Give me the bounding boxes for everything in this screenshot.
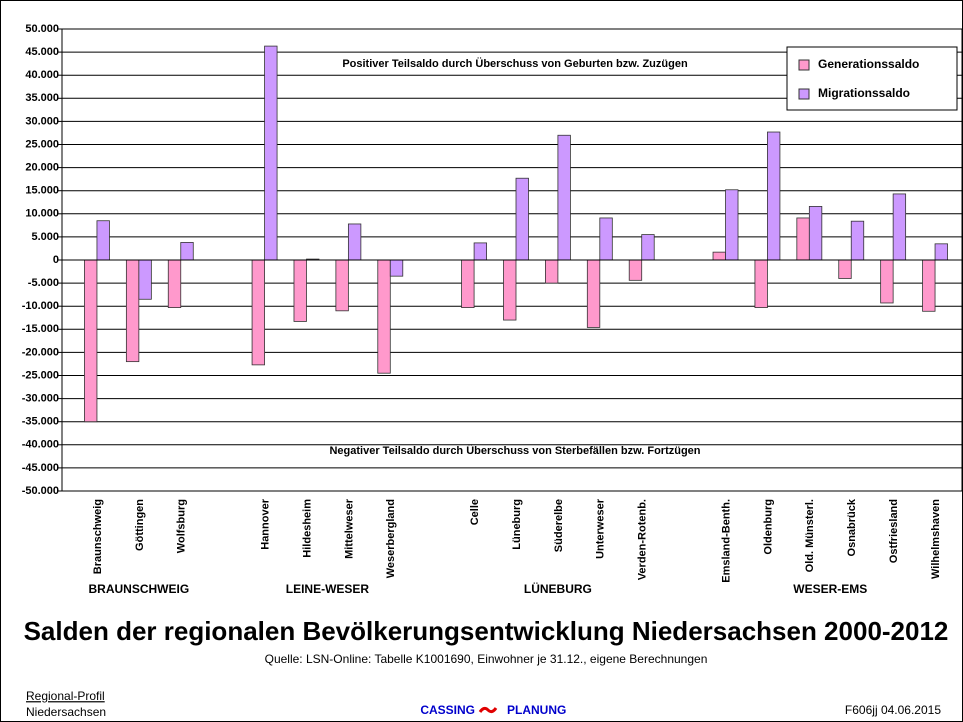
bar xyxy=(754,259,768,308)
region-label: LEINE-WESER xyxy=(286,582,370,596)
x-tick-label: Lüneburg xyxy=(511,499,523,550)
x-tick-label: Celle xyxy=(469,499,481,525)
y-tick-label: -50.000 xyxy=(22,485,59,497)
x-tick-label: Hannover xyxy=(259,498,271,549)
x-tick-label: Wilhelmshaven xyxy=(930,499,942,579)
y-tick-label: -30.000 xyxy=(22,393,59,405)
bar xyxy=(461,259,475,308)
y-tick-label: -15.000 xyxy=(22,323,59,335)
bar xyxy=(892,193,907,261)
bar xyxy=(796,217,810,261)
bar xyxy=(84,259,98,423)
legend-swatch xyxy=(798,59,810,71)
y-tick-label: 5.000 xyxy=(31,231,59,243)
bar xyxy=(251,259,265,366)
region-label: WESER-EMS xyxy=(793,582,867,596)
y-tick-label: 35.000 xyxy=(25,92,59,104)
region-label: BRAUNSCHWEIG xyxy=(89,582,190,596)
footer-text: F606jj 04.06.2015 xyxy=(845,703,941,717)
bar xyxy=(167,259,182,308)
bar xyxy=(586,259,601,328)
y-tick-label: 20.000 xyxy=(25,162,59,174)
bar xyxy=(808,206,823,261)
x-tick-label: Verden-Rotenb. xyxy=(637,499,649,580)
bar xyxy=(934,243,948,261)
brand: PLANUNG xyxy=(507,703,566,717)
y-tick-label: -25.000 xyxy=(22,369,59,381)
x-tick-label: Old. Münsterl. xyxy=(804,499,816,572)
x-tick-label: Unterweser xyxy=(595,498,607,559)
y-tick-label: -20.000 xyxy=(22,346,59,358)
x-tick-label: Hildesheim xyxy=(301,499,313,558)
footer-text: Niedersachsen xyxy=(26,705,106,719)
y-tick-label: 50.000 xyxy=(25,23,59,35)
y-tick-label: -45.000 xyxy=(22,462,59,474)
bar xyxy=(377,259,391,374)
y-tick-label: -35.000 xyxy=(22,416,59,428)
bar xyxy=(389,259,404,277)
bar xyxy=(473,242,487,261)
legend-label: Generationssaldo xyxy=(818,57,919,71)
y-tick-label: -40.000 xyxy=(22,439,59,451)
brand: CASSING xyxy=(420,703,475,717)
bar xyxy=(503,259,517,321)
bar xyxy=(850,220,865,261)
bar xyxy=(880,259,894,304)
bar xyxy=(293,259,307,322)
legend xyxy=(786,46,958,111)
y-tick-label: 0 xyxy=(53,254,59,266)
x-tick-label: Ostfriesland xyxy=(888,499,900,563)
y-tick-label: 40.000 xyxy=(25,69,59,81)
bar xyxy=(599,217,613,261)
bar xyxy=(180,242,194,261)
region-label: LÜNEBURG xyxy=(524,581,592,596)
bar xyxy=(335,259,349,312)
y-tick-label: 45.000 xyxy=(25,46,59,58)
bar xyxy=(138,259,152,300)
chart-title: Salden der regionalen Bevölkerungsentwic… xyxy=(24,616,949,646)
footer-text: Regional-Profil xyxy=(26,689,105,703)
x-tick-label: Osnabrück xyxy=(846,498,858,556)
y-tick-label: -10.000 xyxy=(22,300,59,312)
y-tick-label: -5.000 xyxy=(28,277,59,289)
bar xyxy=(641,234,655,261)
x-tick-label: Göttingen xyxy=(134,499,146,551)
x-tick-label: Oldenburg xyxy=(762,499,774,555)
bar xyxy=(125,259,140,363)
x-tick-label: Mittelweser xyxy=(343,498,355,559)
bar xyxy=(515,177,529,261)
y-tick-label: 30.000 xyxy=(25,115,59,127)
bar xyxy=(922,259,936,312)
bar xyxy=(725,189,739,261)
bar xyxy=(347,223,362,261)
annotation: Negativer Teilsaldo durch Überschuss von… xyxy=(329,444,700,457)
x-tick-label: Braunschweig xyxy=(92,499,104,574)
x-tick-label: Süderelbe xyxy=(553,499,565,552)
annotation: Positiver Teilsaldo durch Überschuss von… xyxy=(342,57,688,70)
y-tick-label: 10.000 xyxy=(25,208,59,220)
bar xyxy=(628,259,643,281)
y-tick-label: 25.000 xyxy=(25,138,59,150)
bar xyxy=(557,134,571,261)
subtitle: Quelle: LSN-Online: Tabelle K1001690, Ei… xyxy=(265,652,708,666)
x-tick-label: Wolfsburg xyxy=(176,499,188,553)
x-tick-label: Weserbergland xyxy=(385,499,397,578)
bar xyxy=(264,45,278,261)
legend-label: Migrationssaldo xyxy=(818,86,910,100)
bar xyxy=(767,131,781,261)
brand-logo xyxy=(478,706,498,714)
legend-swatch xyxy=(798,88,810,100)
bar xyxy=(838,259,852,279)
x-tick-label: Emsland-Benth. xyxy=(720,499,732,583)
bar xyxy=(545,259,559,284)
bar xyxy=(96,220,110,261)
bar xyxy=(712,251,726,261)
y-tick-label: 15.000 xyxy=(25,185,59,197)
